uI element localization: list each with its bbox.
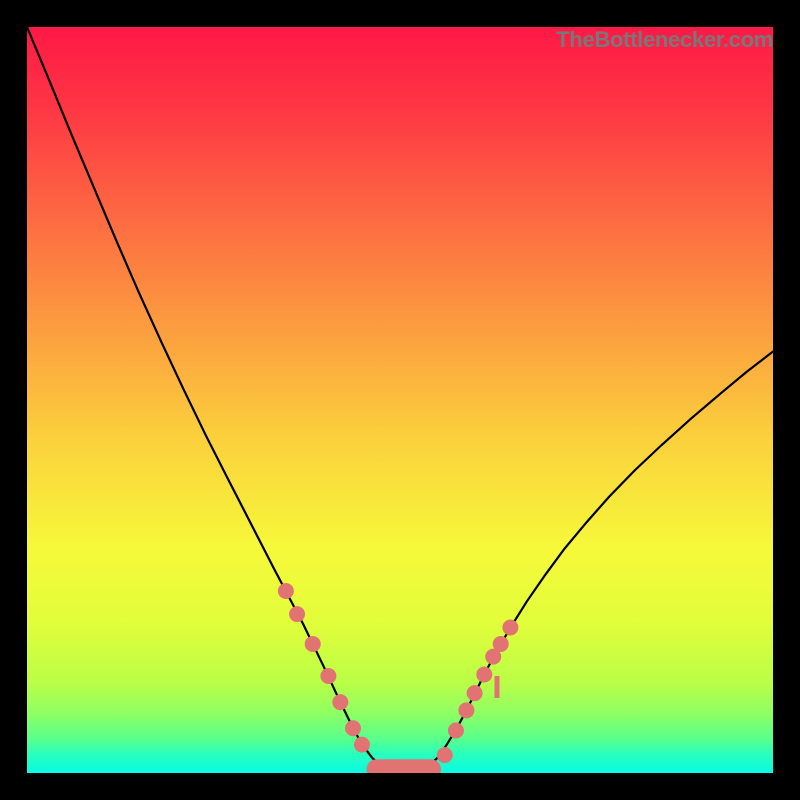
marker-dot [278,583,294,599]
plot-svg [27,27,773,773]
marker-cluster-bottom [366,759,441,773]
marker-dot [437,747,453,763]
chart-frame: TheBottlenecker.com [0,0,800,800]
watermark-text: TheBottlenecker.com [556,27,773,53]
plot-area: TheBottlenecker.com [27,27,773,773]
marker-dot [289,606,305,622]
marker-dot [467,685,483,701]
marker-dot [493,636,509,652]
interior-tick-mark [494,676,499,698]
marker-dot [476,667,492,683]
marker-dot [320,668,336,684]
marker-dot [502,620,518,636]
gradient-background [27,27,773,773]
marker-dot [332,694,348,710]
marker-dot [448,722,464,738]
marker-dot [345,720,361,736]
marker-dot [305,636,321,652]
marker-dot [458,702,474,718]
marker-dot [354,737,370,753]
